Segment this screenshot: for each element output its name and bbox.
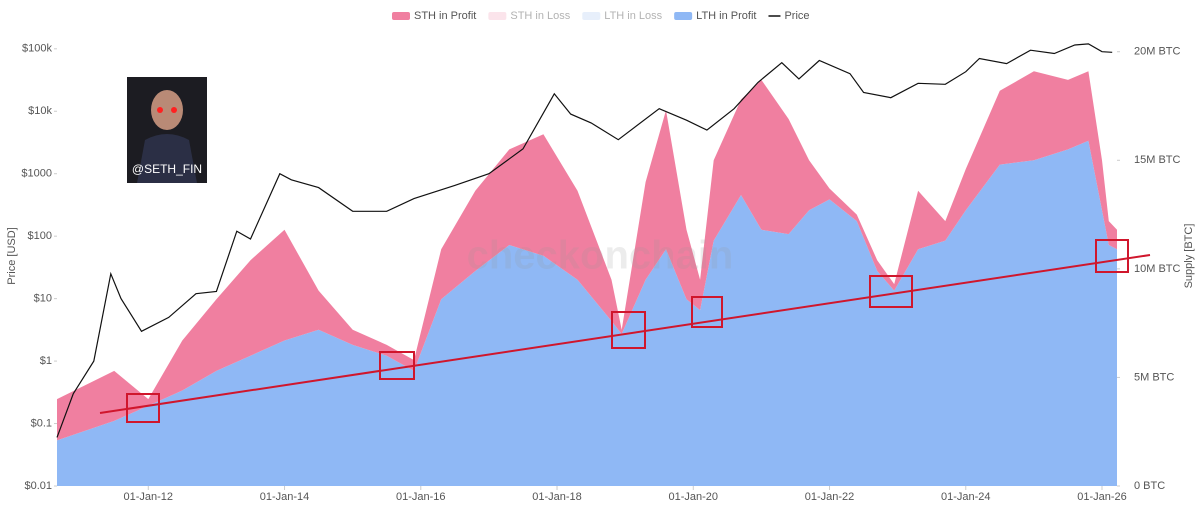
legend-swatch [582, 12, 601, 20]
y-tick-label: $10k [28, 105, 52, 117]
badge-suit [137, 134, 197, 183]
badge-eye [157, 107, 163, 113]
x-tick-label: 01-Jan-24 [941, 491, 991, 503]
badge: @SETH_FIN [127, 77, 207, 183]
badge-eye [171, 107, 177, 113]
y-axis-label: Price [USD] [6, 227, 18, 284]
plot-area [56, 43, 1117, 486]
legend-label[interactable]: LTH in Profit [696, 10, 756, 22]
watermark: checkonchain [467, 234, 734, 278]
legend-swatch [392, 12, 410, 20]
x-tick-label: 01-Jan-22 [805, 491, 855, 503]
x-tick-label: 01-Jan-18 [532, 491, 582, 503]
y2-tick-label: 20M BTC [1134, 46, 1181, 58]
y2-axis-label: Supply [BTC] [1183, 224, 1195, 289]
legend-label[interactable]: LTH in Loss [604, 10, 662, 22]
y-tick-label: $0.1 [31, 417, 52, 429]
highlight-box [379, 351, 415, 380]
y2-tick-label: 10M BTC [1134, 263, 1181, 275]
trend-line [99, 254, 1151, 414]
badge-face [151, 90, 183, 130]
x-tick-label: 01-Jan-20 [668, 491, 718, 503]
y-tick-label: $1 [40, 355, 52, 367]
y-tick-label: $1000 [21, 168, 52, 180]
highlight-box [1095, 239, 1129, 273]
legend-label[interactable]: STH in Profit [414, 10, 476, 22]
y-tick-label: $0.01 [24, 480, 52, 492]
area [57, 71, 1117, 441]
x-tick-label: 01-Jan-12 [124, 491, 174, 503]
legend-label[interactable]: Price [784, 10, 809, 22]
badge-text: @SETH_FIN [132, 162, 202, 176]
highlight-box [126, 393, 160, 423]
y2-tick-label: 5M BTC [1134, 371, 1174, 383]
y-tick-label: $100k [22, 43, 52, 55]
area [57, 140, 1117, 486]
y-tick-label: $100 [28, 230, 52, 242]
legend-swatch [488, 12, 507, 20]
y2-tick-label: 15M BTC [1134, 154, 1181, 166]
x-tick-label: 01-Jan-14 [260, 491, 310, 503]
y-tick-label: $10 [34, 293, 52, 305]
highlight-box [611, 311, 646, 349]
highlight-box [691, 296, 723, 328]
legend-swatch [674, 12, 693, 20]
y2-tick-label: 0 BTC [1134, 480, 1165, 492]
x-tick-label: 01-Jan-16 [396, 491, 446, 503]
highlight-box [869, 275, 913, 308]
x-tick-label: 01-Jan-26 [1077, 491, 1127, 503]
legend-label[interactable]: STH in Loss [510, 10, 570, 22]
legend: STH in Profit STH in Loss LTH in Loss LTH i… [392, 10, 810, 22]
price-line [56, 43, 1113, 438]
